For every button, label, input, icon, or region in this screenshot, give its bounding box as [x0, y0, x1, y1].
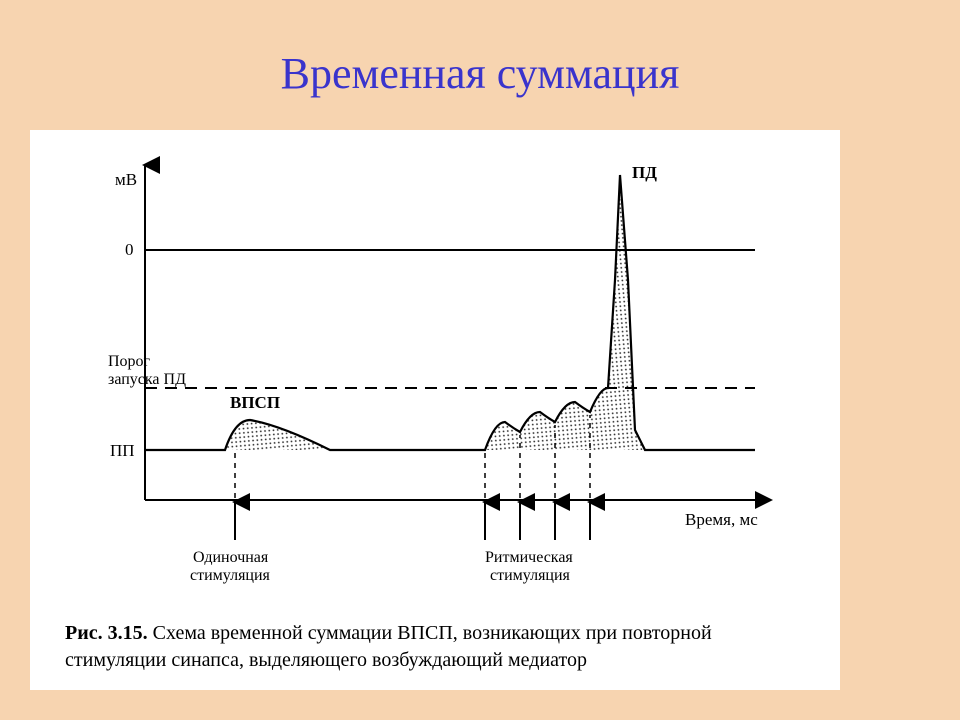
- page-title: Временная суммация: [0, 0, 960, 99]
- y-axis-label: мВ: [115, 170, 137, 189]
- threshold-label-1: Порог: [108, 353, 151, 370]
- pd-label: ПД: [632, 163, 657, 182]
- caption-prefix: Рис. 3.15.: [65, 622, 148, 644]
- summation-chart: мВ 0 ПП Порог запуска ПД ВПСП ПД Время, …: [30, 130, 840, 600]
- rhythmic-stim-label-1: Ритмическая: [485, 549, 573, 566]
- figure-caption: Рис. 3.15. Схема временной суммации ВПСП…: [65, 620, 805, 674]
- threshold-label-2: запуска ПД: [108, 371, 186, 388]
- pp-label: ПП: [110, 441, 135, 460]
- vpsp-label: ВПСП: [230, 393, 280, 412]
- rhythmic-stim-label-2: стимуляция: [490, 567, 571, 584]
- single-stim-label-2: стимуляция: [190, 567, 271, 584]
- zero-label: 0: [125, 240, 134, 259]
- figure-panel: мВ 0 ПП Порог запуска ПД ВПСП ПД Время, …: [30, 130, 840, 690]
- caption-text: Схема временной суммации ВПСП, возникающ…: [65, 622, 712, 671]
- single-stim-label-1: Одиночная: [193, 549, 269, 566]
- x-axis-label: Время, мс: [685, 510, 758, 529]
- slide: Временная суммация: [0, 0, 960, 720]
